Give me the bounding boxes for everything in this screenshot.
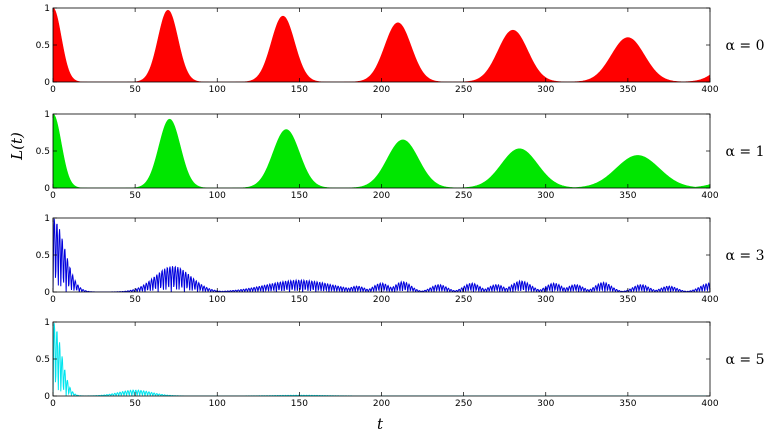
- y-tick-label: 0: [44, 78, 50, 88]
- panel-1: 0 50 100 150 200 250 300 350 400 0 0.5 1 α = 0: [36, 4, 765, 95]
- x-tick-label: 250: [455, 295, 472, 305]
- series-line-4: [53, 323, 710, 396]
- x-tick-label: 200: [373, 191, 390, 201]
- x-tick-label: 350: [619, 399, 636, 409]
- y-tick-label: 0: [44, 184, 50, 194]
- y-tick-label: 0.5: [36, 41, 50, 51]
- x-tick-label: 200: [373, 399, 390, 409]
- x-tick-label: 200: [373, 85, 390, 95]
- y-tick-label: 0.5: [36, 147, 50, 157]
- x-axis-label: t: [377, 415, 384, 433]
- y-tick-label: 0.5: [36, 251, 50, 261]
- x-tick-label: 400: [701, 191, 718, 201]
- series-3: [53, 218, 710, 292]
- panel-label-3: α = 3: [726, 248, 765, 264]
- x-tick-label: 400: [701, 85, 718, 95]
- x-tick-label: 0: [50, 399, 56, 409]
- x-tick-label: 300: [537, 399, 554, 409]
- x-tick-label: 150: [291, 85, 308, 95]
- series-1: [53, 8, 710, 82]
- series-area-2: [53, 114, 710, 188]
- x-tick-label: 250: [455, 399, 472, 409]
- x-tick-label: 0: [50, 295, 56, 305]
- axes-box-4: [52, 321, 711, 397]
- x-tick-label: 400: [701, 295, 718, 305]
- y-axis-label: L(t): [8, 132, 26, 161]
- panel-label-4: α = 5: [726, 352, 765, 368]
- panel-label-2: α = 1: [726, 144, 765, 160]
- x-tick-label: 350: [619, 85, 636, 95]
- x-tick-label: 0: [50, 191, 56, 201]
- x-tick-label: 300: [537, 85, 554, 95]
- y-tick-label: 0.5: [36, 355, 50, 365]
- panel-2: 0 50 100 150 200 250 300 350 400 0 0.5 1 α = 1: [36, 110, 765, 201]
- x-tick-label: 350: [619, 191, 636, 201]
- panel-4: 0 50 100 150 200 250 300 350 400 0 0.5 1 α = 5: [36, 318, 765, 409]
- x-tick-label: 50: [129, 399, 141, 409]
- x-tick-label: 250: [455, 191, 472, 201]
- x-tick-label: 400: [701, 399, 718, 409]
- y-tick-label: 1: [44, 4, 50, 14]
- x-tick-label: 100: [209, 399, 226, 409]
- x-tick-label: 50: [129, 85, 141, 95]
- x-tick-label: 150: [291, 399, 308, 409]
- x-tick-label: 350: [619, 295, 636, 305]
- panel-label-1: α = 0: [726, 38, 765, 54]
- y-tick-label: 1: [44, 214, 50, 224]
- y-tick-label: 0: [44, 392, 50, 402]
- x-tick-label: 150: [291, 295, 308, 305]
- x-tick-label: 100: [209, 191, 226, 201]
- x-tick-label: 300: [537, 191, 554, 201]
- panel-3: 0 50 100 150 200 250 300 350 400 0 0.5 1 α = 3: [36, 214, 765, 305]
- y-tick-label: 1: [44, 318, 50, 328]
- x-tick-label: 50: [129, 295, 141, 305]
- y-tick-label: 0: [44, 288, 50, 298]
- series-area-1: [53, 8, 710, 82]
- series-2: [53, 114, 710, 188]
- x-tick-label: 300: [537, 295, 554, 305]
- x-tick-label: 250: [455, 85, 472, 95]
- x-tick-label: 0: [50, 85, 56, 95]
- x-tick-label: 100: [209, 295, 226, 305]
- x-tick-label: 100: [209, 85, 226, 95]
- x-tick-label: 50: [129, 191, 141, 201]
- y-tick-label: 1: [44, 110, 50, 120]
- series-4: [53, 323, 710, 396]
- series-line-3: [53, 218, 710, 292]
- x-tick-label: 200: [373, 295, 390, 305]
- x-tick-label: 150: [291, 191, 308, 201]
